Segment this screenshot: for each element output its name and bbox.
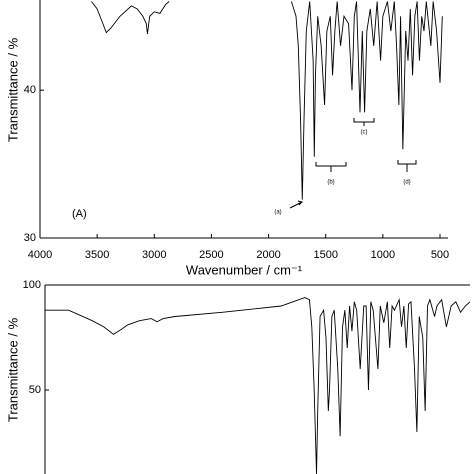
y-tick-label: 50	[29, 384, 41, 396]
annotation: (A)	[72, 208, 87, 220]
x-tick-label: 3500	[85, 249, 109, 261]
x-tick-label: 2500	[199, 249, 223, 261]
annotation: (a)	[274, 210, 281, 216]
annotation: (b)	[327, 180, 334, 186]
y-tick-label: 30	[24, 232, 36, 244]
x-tick-label: 1000	[371, 249, 395, 261]
spectrum-line	[91, 1, 443, 200]
x-tick-label: 4000	[28, 249, 52, 261]
y-axis-label: Transmittance / %	[5, 317, 20, 422]
annotation: (d)	[403, 180, 410, 186]
annotation: (c)	[361, 130, 368, 136]
y-tick-label: 40	[24, 84, 36, 96]
x-tick-label: 3000	[142, 249, 166, 261]
annotation-arrows	[289, 118, 417, 209]
x-axis-label: Wavenumber / cm⁻¹	[186, 262, 303, 277]
x-tick-label: 500	[431, 249, 449, 261]
spectrum-line	[45, 297, 470, 474]
y-tick-label: 100	[23, 279, 41, 291]
x-tick-label: 1500	[313, 249, 337, 261]
y-axis-label: Transmittance / %	[5, 37, 20, 142]
x-tick-label: 2000	[256, 249, 280, 261]
